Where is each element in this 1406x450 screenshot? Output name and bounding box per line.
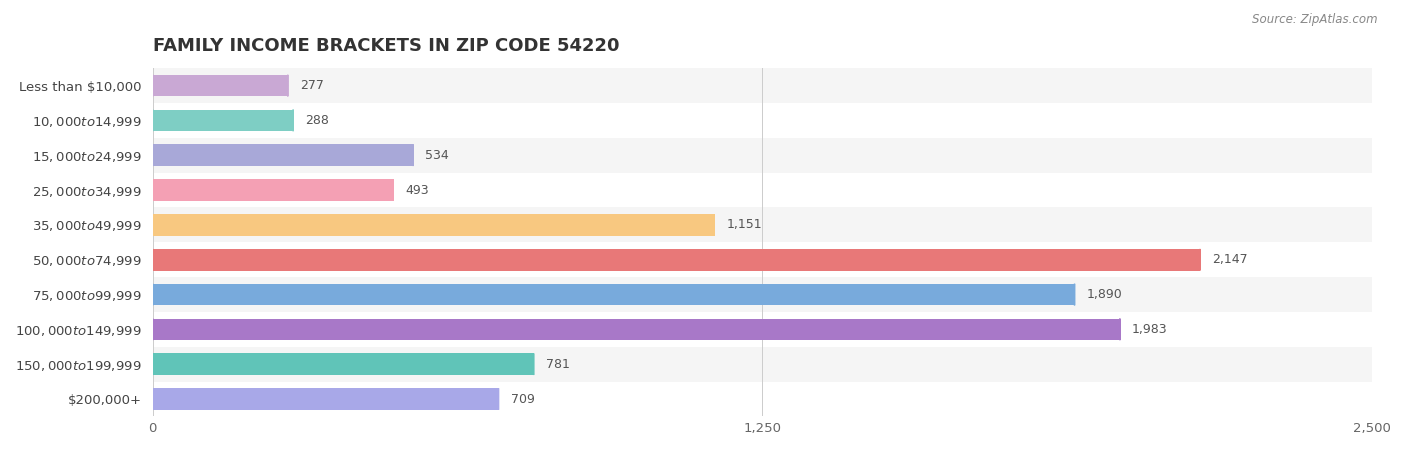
Text: 493: 493 — [405, 184, 429, 197]
Bar — [153, 388, 499, 410]
Bar — [153, 319, 1121, 340]
Bar — [153, 68, 1372, 103]
Text: FAMILY INCOME BRACKETS IN ZIP CODE 54220: FAMILY INCOME BRACKETS IN ZIP CODE 54220 — [153, 37, 619, 55]
Text: 1,151: 1,151 — [727, 218, 762, 231]
Text: 1,983: 1,983 — [1132, 323, 1168, 336]
Bar — [153, 312, 1372, 347]
Text: 277: 277 — [299, 79, 323, 92]
Text: 781: 781 — [546, 358, 569, 371]
Bar — [153, 214, 714, 236]
Bar — [153, 249, 1199, 270]
Bar — [153, 144, 413, 166]
Bar — [153, 284, 1074, 306]
Text: 288: 288 — [305, 114, 329, 127]
Bar — [153, 277, 1372, 312]
Text: 709: 709 — [510, 392, 534, 405]
Text: 1,890: 1,890 — [1087, 288, 1122, 301]
Bar — [153, 382, 1372, 416]
Bar — [153, 242, 1372, 277]
Text: 534: 534 — [425, 149, 449, 162]
Bar — [153, 110, 292, 131]
Bar — [153, 103, 1372, 138]
Bar — [153, 173, 1372, 207]
Bar — [153, 179, 394, 201]
Bar — [153, 207, 1372, 242]
Text: 2,147: 2,147 — [1212, 253, 1247, 266]
Bar — [153, 353, 534, 375]
Bar — [153, 347, 1372, 382]
Text: Source: ZipAtlas.com: Source: ZipAtlas.com — [1253, 14, 1378, 27]
Bar — [153, 138, 1372, 173]
Bar — [153, 75, 288, 96]
